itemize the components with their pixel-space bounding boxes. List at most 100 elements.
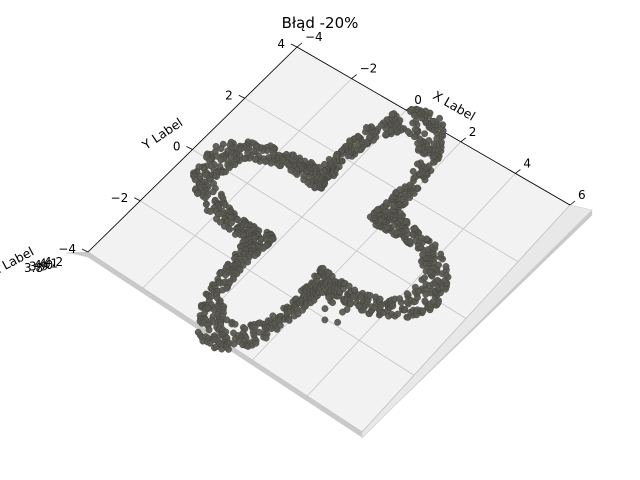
scatter-point: [329, 299, 336, 306]
xy-pane: [87, 46, 571, 433]
scatter-point: [413, 160, 421, 168]
scatter-point: [396, 209, 404, 217]
z-tick-label: 3.8: [24, 261, 43, 275]
scatter-point: [244, 258, 252, 266]
scatter-point: [421, 130, 428, 138]
y-tick-mark: [81, 248, 89, 253]
scatter-point: [383, 199, 390, 207]
y-tick-label: −4: [58, 242, 76, 256]
y-tick-label: 0: [173, 140, 181, 154]
z-tick-label: 4.1: [39, 257, 58, 271]
x-tick-mark: [460, 137, 467, 143]
scatter-point: [388, 110, 396, 118]
scatter-point: [262, 334, 270, 342]
scatter-point: [325, 155, 333, 163]
scatter-point: [300, 176, 308, 184]
scatter-point: [408, 106, 415, 113]
scatter-point: [433, 135, 441, 143]
scatter-point: [355, 302, 363, 310]
x-tick-label: 2: [469, 125, 477, 139]
scatter-point: [339, 308, 346, 316]
y-tick-mark: [186, 146, 193, 150]
y-tick-mark: [134, 197, 141, 202]
scatter-point: [401, 305, 409, 313]
scatter-point: [251, 252, 259, 260]
scatter-point: [351, 286, 359, 294]
scatter-point: [437, 250, 445, 258]
scatter-point: [321, 160, 328, 168]
scatter-point: [226, 225, 234, 233]
scatter-point: [231, 320, 239, 328]
scatter-point: [403, 290, 411, 297]
scatter-point: [430, 140, 438, 148]
scatter-point: [345, 282, 353, 290]
scatter-point: [401, 183, 409, 191]
scatter-point: [396, 295, 403, 302]
x-tick-label: −2: [360, 62, 378, 76]
scatter-point: [222, 271, 230, 279]
scatter-point: [276, 321, 284, 329]
scatter-point: [209, 188, 217, 196]
z-tick-label: 3.9: [29, 260, 48, 274]
scatter-point: [374, 206, 382, 213]
scatter-point: [396, 186, 404, 194]
scatter-point: [325, 293, 332, 301]
scatter-point: [419, 307, 427, 315]
scatter-point: [382, 130, 390, 138]
scatter-point: [409, 167, 417, 175]
x-tick-label: 4: [523, 156, 531, 170]
scatter-point: [205, 326, 213, 334]
y-tick-mark: [238, 94, 245, 99]
chart-title: Błąd -20%: [281, 14, 359, 32]
scatter-point: [421, 274, 428, 282]
z-tick-label: 4.2: [44, 255, 63, 269]
x-tick-mark: [296, 42, 303, 48]
scatter-point: [206, 208, 214, 215]
z-tick-label: 4.0: [34, 258, 53, 272]
x-tick-label: 6: [578, 188, 586, 202]
scatter-point: [422, 290, 430, 298]
scatter-point: [415, 287, 423, 295]
scatter-point: [362, 124, 370, 131]
x-tick-mark: [351, 74, 357, 79]
x-tick-label: −4: [305, 30, 323, 44]
scatter-point: [411, 224, 419, 232]
y-tick-label: −2: [111, 191, 129, 205]
scatter-point: [252, 339, 260, 347]
scatter-point: [436, 114, 443, 122]
scatter-point: [234, 216, 242, 224]
grid-line-y: [140, 200, 415, 376]
grid-line-y: [244, 97, 519, 263]
scatter-point: [346, 137, 353, 145]
x-tick-mark: [515, 169, 521, 174]
pane-layer: [65, 46, 593, 439]
scatter-point: [217, 156, 225, 164]
scatter-point: [285, 316, 293, 324]
scatter-point: [434, 299, 442, 307]
scatter-point: [334, 318, 341, 326]
scatter-point: [442, 263, 450, 270]
scatter-point: [394, 310, 401, 318]
scatter-point: [353, 141, 361, 149]
x-tick-mark: [569, 200, 576, 206]
scatter-point: [321, 316, 329, 324]
scatter-point: [201, 194, 209, 202]
scatter-point: [421, 297, 429, 305]
y-tick-mark: [290, 43, 298, 48]
scatter-point: [225, 345, 232, 353]
scatter-point: [216, 218, 224, 226]
scatter-point: [259, 244, 267, 252]
scatter-point: [287, 166, 295, 174]
scatter-point: [431, 241, 439, 249]
scatter-point: [366, 291, 374, 299]
x-tick-label: 0: [414, 93, 422, 107]
scatter-point: [357, 293, 365, 301]
scatter-point: [202, 200, 210, 208]
y-tick-label: 4: [277, 37, 285, 51]
scatter-point: [376, 295, 384, 303]
scatter-point: [294, 310, 302, 318]
points-layer: [190, 105, 452, 353]
scatter-point: [321, 305, 329, 312]
